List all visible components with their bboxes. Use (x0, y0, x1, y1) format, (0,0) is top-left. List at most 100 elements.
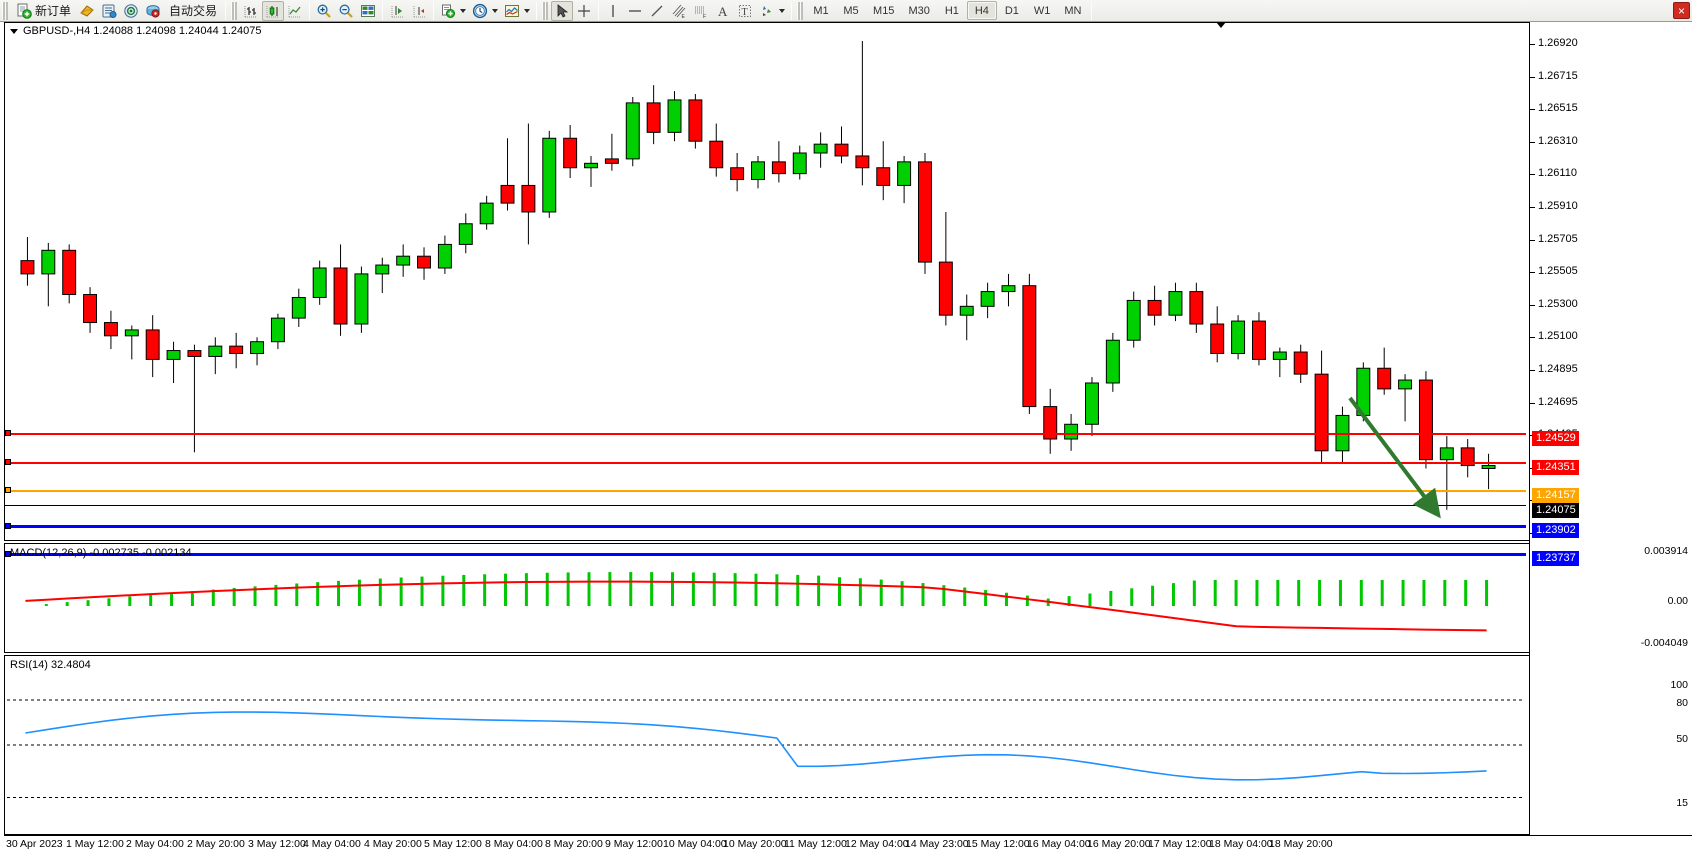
rsi-scale-label: 100 (1670, 679, 1688, 691)
label-button[interactable]: T (734, 1, 756, 21)
candlestick-chart-icon (266, 4, 280, 17)
time-axis[interactable]: 30 Apr 2023 1 May 12:00 2 May 04:00 2 May 2… (4, 835, 1692, 853)
takeprofit-line-2[interactable] (5, 553, 1526, 556)
timeframe-m15[interactable]: M15 (873, 4, 895, 17)
crosshair-button[interactable] (573, 1, 595, 21)
indicators-button[interactable] (437, 1, 469, 21)
main-toolbar: 新订单 自动交易 (0, 0, 1692, 22)
time-tick-label: 10 May 04:00 (663, 838, 727, 850)
timeframe-h1[interactable]: H1 (944, 4, 959, 17)
draw-toolbar-grip[interactable] (542, 1, 550, 20)
toolbar-separator-7 (791, 1, 793, 20)
period-dropdown-caret[interactable] (492, 8, 499, 13)
text-icon: A (718, 4, 728, 19)
time-tick-label: 12 May 04:00 (845, 838, 909, 850)
period-button[interactable] (469, 1, 501, 21)
stoploss-anchor-2[interactable] (5, 459, 11, 465)
price-level-label-takeprofit-2[interactable]: 1.23737 (1532, 551, 1579, 566)
takeprofit-anchor-2[interactable] (5, 551, 11, 557)
trendline-button[interactable] (646, 1, 668, 21)
vertical-line-button[interactable] (602, 1, 624, 21)
time-tick-label: 17 May 12:00 (1148, 838, 1212, 850)
line-chart-button[interactable] (284, 1, 306, 21)
close-button[interactable]: × (1673, 2, 1690, 19)
price-level-label-takeprofit-1[interactable]: 1.23902 (1532, 523, 1579, 538)
entry-line[interactable] (5, 490, 1526, 492)
zoom-in-button[interactable] (313, 1, 335, 21)
chart-area[interactable]: GBPUSD-,H4 1.24088 1.24098 1.24044 1.240… (0, 22, 1692, 853)
indicators-dropdown-caret[interactable] (460, 8, 467, 13)
timeframe-group: M1 M5 M15 M30 H1 H4 D1 W1 MN (806, 1, 1088, 20)
price-axis[interactable]: 1.26920 1.26715 1.26515 1.26310 1.26110 1.259… (1529, 22, 1692, 835)
price-level-label-entry[interactable]: 1.24157 (1532, 488, 1579, 503)
market-watch-icon (102, 4, 117, 18)
timeframe-mn[interactable]: MN (1064, 4, 1082, 17)
macd-scale-label: -0.004049 (1640, 637, 1688, 649)
chart-shift-button[interactable] (386, 1, 408, 21)
price-tick-mark (1530, 109, 1535, 110)
crosshair-icon (578, 4, 591, 17)
rsi-scale: 100 80 50 15 (1529, 655, 1692, 835)
templates-button[interactable] (501, 1, 533, 21)
timeframe-h4[interactable]: H4 (966, 1, 997, 20)
chart-scroll-marker[interactable] (1216, 22, 1226, 28)
price-level-label-last-price[interactable]: 1.24075 (1532, 503, 1579, 518)
stoploss-anchor-1[interactable] (5, 430, 11, 436)
takeprofit-anchor-1[interactable] (5, 523, 11, 529)
fibonacci-button[interactable]: F (690, 1, 712, 21)
horizontal-line-button[interactable] (624, 1, 646, 21)
time-tick-label: 16 May 20:00 (1087, 838, 1151, 850)
cursor-button[interactable] (551, 0, 574, 21)
timeframe-m5[interactable]: M5 (843, 4, 859, 17)
time-tick-label: 18 May 04:00 (1209, 838, 1273, 850)
stoploss-line-2[interactable] (5, 462, 1526, 464)
bar-chart-icon (244, 4, 258, 17)
stoploss-line-1[interactable] (5, 433, 1526, 435)
candlestick-chart-button[interactable] (262, 0, 285, 21)
equidistant-channel-button[interactable]: E (668, 1, 690, 21)
data-window-button[interactable] (120, 1, 142, 21)
objects-dropdown-caret[interactable] (779, 8, 786, 13)
new-order-button[interactable]: 新订单 (11, 1, 76, 21)
time-tick-label: 18 May 20:00 (1269, 838, 1333, 850)
fibonacci-icon: F (695, 6, 706, 19)
auto-scroll-button[interactable] (408, 1, 430, 21)
time-tick-label: 16 May 04:00 (1027, 838, 1091, 850)
timeframe-w1[interactable]: W1 (1033, 4, 1051, 17)
price-tick-label: 1.24895 (1538, 363, 1578, 375)
zoom-out-icon (339, 4, 353, 18)
price-level-label-stoploss-2[interactable]: 1.24351 (1532, 460, 1579, 475)
text-button[interactable]: A (712, 1, 734, 21)
current-price-line (5, 505, 1526, 506)
time-tick-label: 2 May 20:00 (187, 838, 245, 850)
chart-toolbar-grip[interactable] (231, 1, 239, 20)
zoom-out-button[interactable] (335, 1, 357, 21)
trend-arrow-annotation[interactable] (1344, 392, 1464, 522)
macd-series (25, 572, 1489, 632)
price-tick-label: 1.26110 (1538, 167, 1577, 179)
templates-dropdown-caret[interactable] (524, 8, 531, 13)
expert-advisors-button[interactable] (76, 1, 98, 21)
timeframe-d1[interactable]: D1 (1004, 4, 1019, 17)
chart-header[interactable]: GBPUSD-,H4 1.24088 1.24098 1.24044 1.240… (10, 25, 262, 37)
entry-anchor[interactable] (5, 487, 11, 493)
chart-plot[interactable]: GBPUSD-,H4 1.24088 1.24098 1.24044 1.240… (4, 22, 1692, 853)
price-tick-mark (1530, 240, 1535, 241)
price-level-label-stoploss-1[interactable]: 1.24529 (1532, 431, 1579, 446)
autotrading-button[interactable]: 自动交易 (164, 1, 222, 21)
chart-collapse-icon[interactable] (10, 28, 18, 34)
market-watch-button[interactable] (98, 1, 120, 21)
toolbar-grip[interactable] (2, 1, 9, 20)
timeframe-m1[interactable]: M1 (813, 4, 829, 17)
navigator-button[interactable] (142, 1, 164, 21)
terminal-button[interactable] (357, 1, 379, 21)
takeprofit-line-1[interactable] (5, 525, 1526, 528)
macd-title: MACD(12,26,9) -0.002735 -0.002134 (10, 547, 192, 559)
period-toolbar-grip[interactable] (797, 1, 805, 20)
bar-chart-button[interactable] (240, 1, 262, 21)
svg-text:T: T (742, 7, 748, 18)
timeframe-m30[interactable]: M30 (908, 4, 930, 17)
objects-button[interactable] (756, 1, 788, 21)
time-tick-label: 15 May 12:00 (966, 838, 1030, 850)
price-tick-mark (1530, 403, 1535, 404)
